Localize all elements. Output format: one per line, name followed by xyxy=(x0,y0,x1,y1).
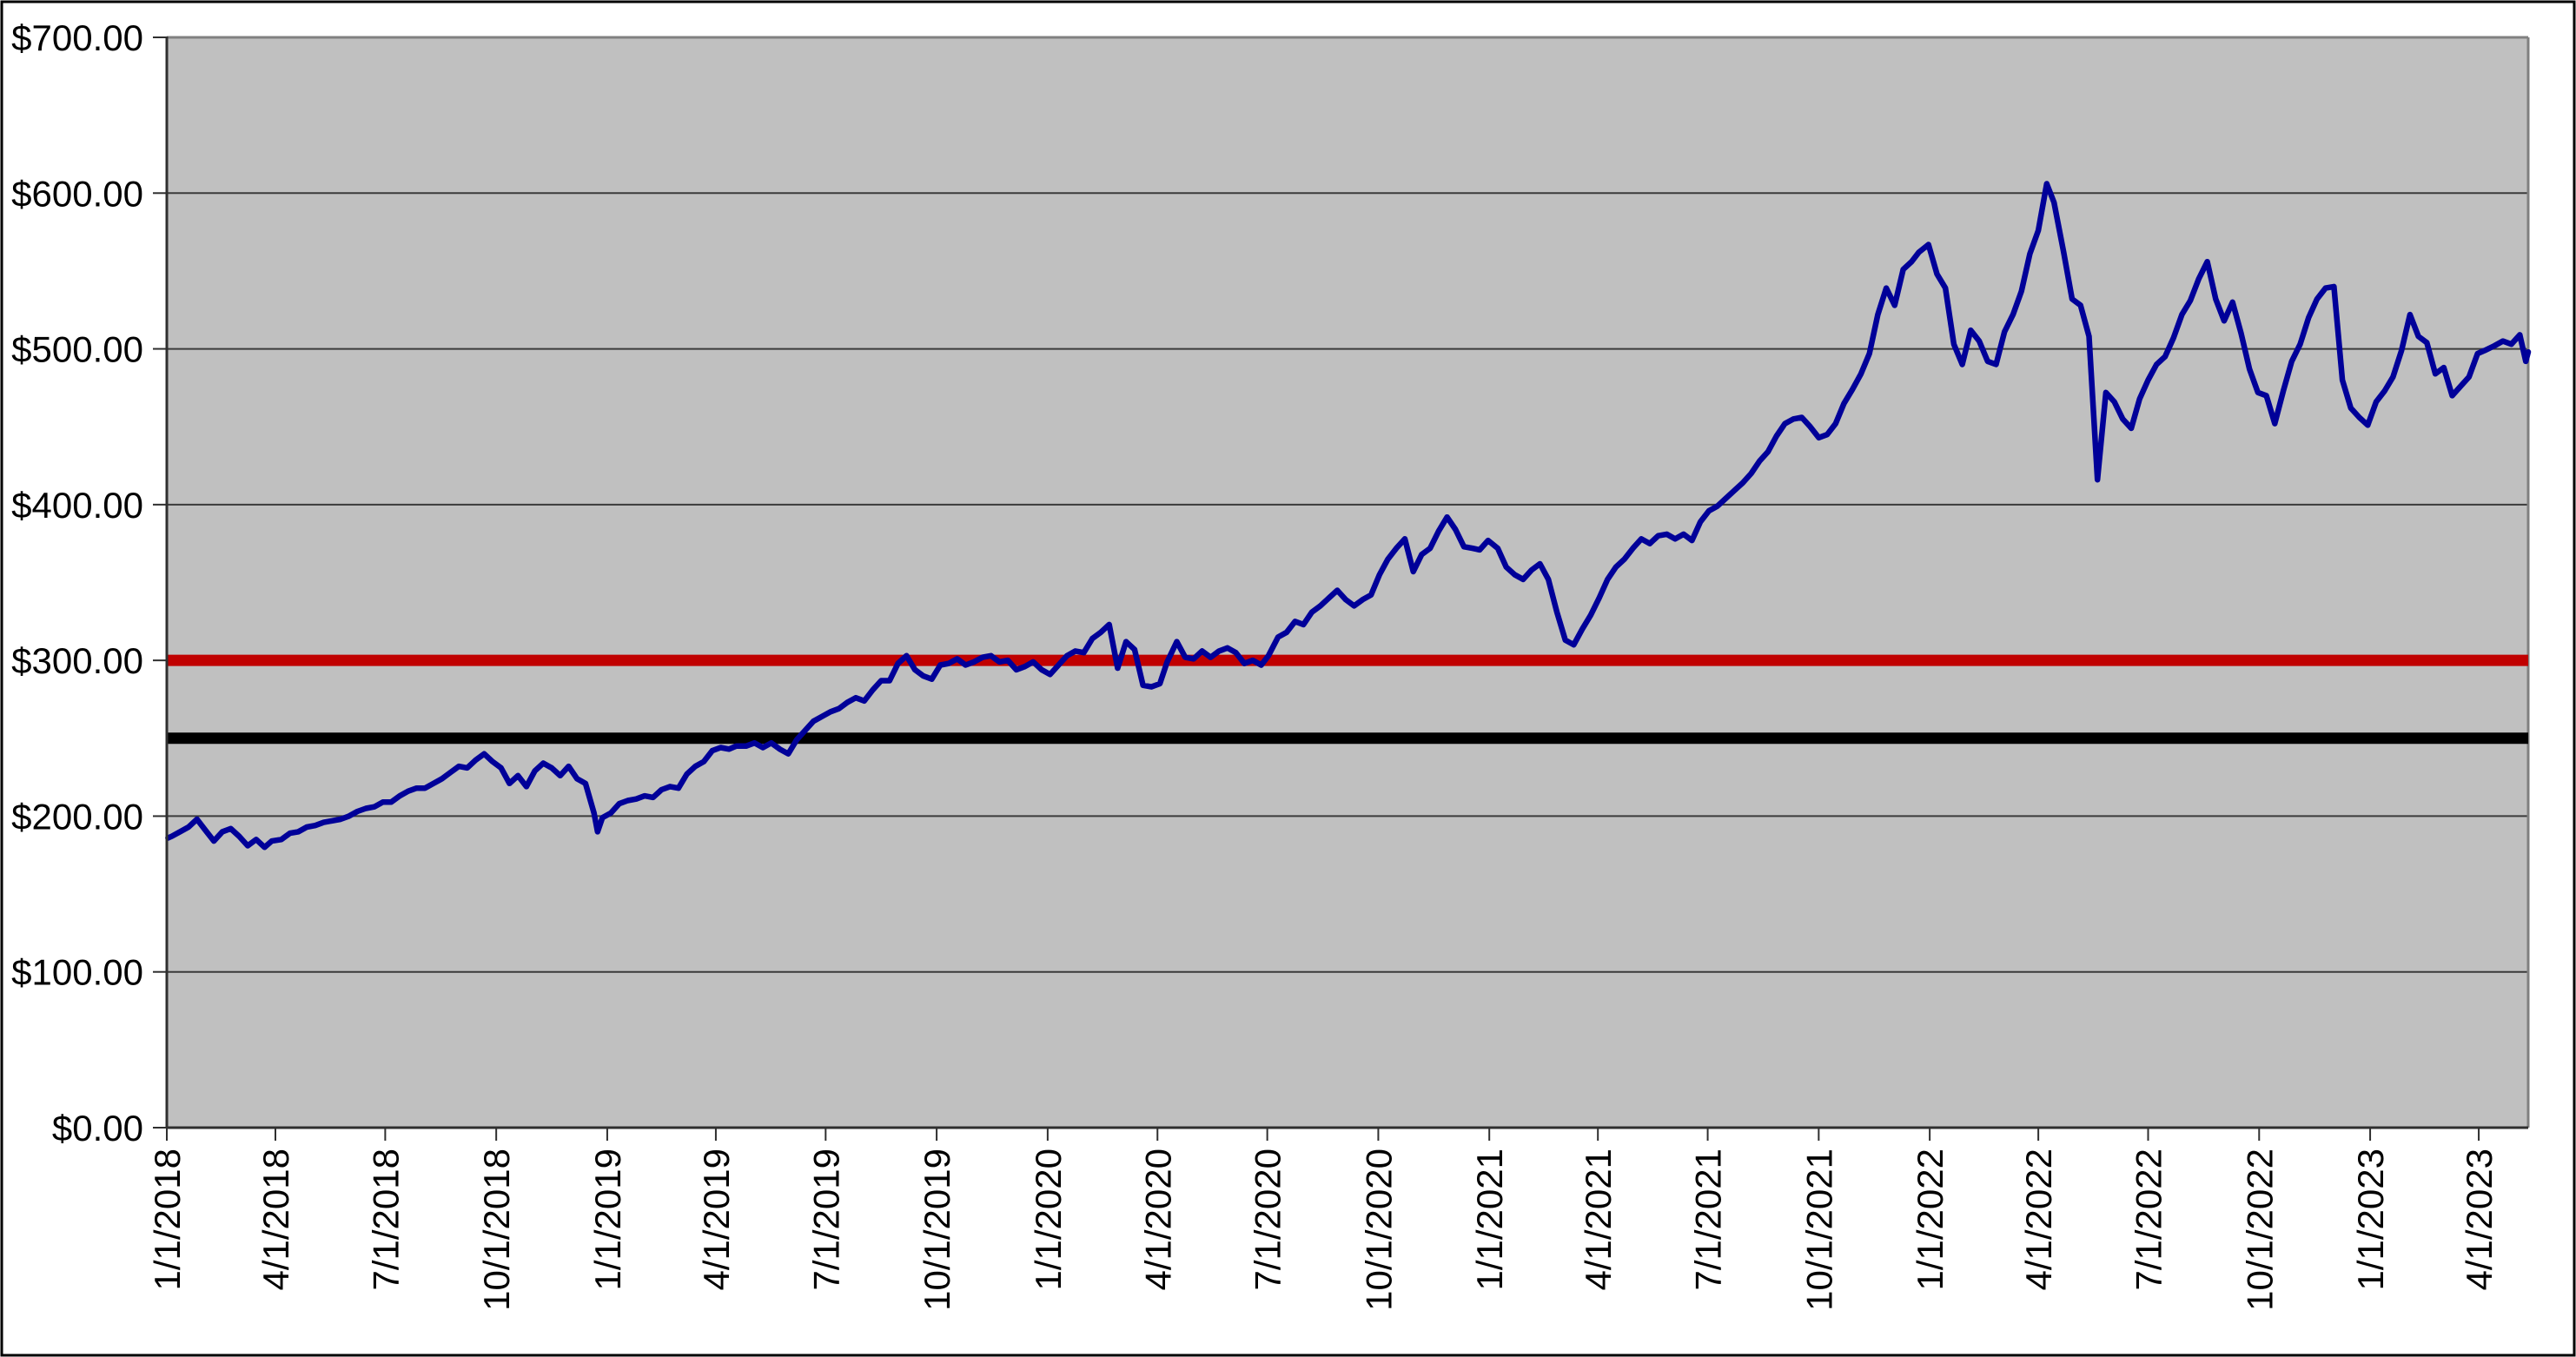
x-axis-label: 7/1/2021 xyxy=(1688,1148,1729,1291)
x-axis-label: 10/1/2021 xyxy=(1798,1148,1839,1311)
x-axis-label: 10/1/2022 xyxy=(2239,1148,2280,1311)
plot-area xyxy=(167,37,2528,1128)
x-axis-label: 1/1/2022 xyxy=(1910,1148,1950,1291)
x-axis-label: 7/1/2019 xyxy=(805,1148,846,1291)
x-axis-label: 1/1/2019 xyxy=(587,1148,628,1291)
x-axis-label: 4/1/2020 xyxy=(1137,1148,1178,1291)
x-axis-label: 10/1/2020 xyxy=(1358,1148,1399,1311)
x-axis-label: 10/1/2018 xyxy=(476,1148,517,1311)
price-line xyxy=(165,181,2532,851)
x-axis-label: 1/1/2018 xyxy=(147,1148,188,1291)
y-axis-label: $200.00 xyxy=(11,796,143,837)
y-axis-label: $500.00 xyxy=(11,329,143,370)
x-axis-label: 4/1/2022 xyxy=(2018,1148,2059,1291)
y-axis-label: $100.00 xyxy=(11,952,143,993)
y-axis-label: $700.00 xyxy=(11,17,143,58)
x-axis-label: 1/1/2021 xyxy=(1469,1148,1510,1291)
y-axis-label: $0.00 xyxy=(52,1108,143,1148)
x-axis-label: 1/1/2020 xyxy=(1028,1148,1069,1291)
y-axis-label: $400.00 xyxy=(11,485,143,526)
x-axis-label: 4/1/2021 xyxy=(1578,1148,1619,1291)
x-axis-label: 10/1/2019 xyxy=(917,1148,957,1311)
x-axis-label: 4/1/2018 xyxy=(255,1148,296,1291)
x-axis-label: 7/1/2018 xyxy=(365,1148,406,1291)
y-axis-label: $300.00 xyxy=(11,640,143,681)
x-axis-label: 7/1/2022 xyxy=(2129,1148,2169,1291)
x-axis-label: 7/1/2020 xyxy=(1248,1148,1288,1291)
x-axis-label: 4/1/2023 xyxy=(2459,1148,2500,1291)
x-axis-label: 1/1/2023 xyxy=(2350,1148,2391,1291)
y-axis-label: $600.00 xyxy=(11,173,143,214)
x-axis-label: 4/1/2019 xyxy=(696,1148,737,1291)
